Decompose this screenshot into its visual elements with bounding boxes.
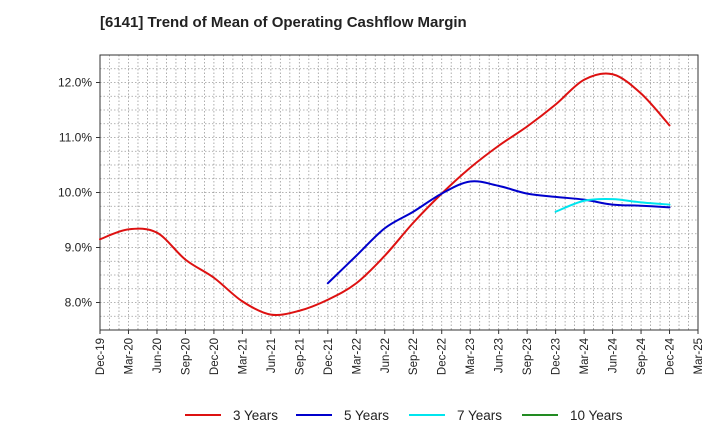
series-line-7-years — [554, 197, 671, 213]
chart-plot: 8.0% 9.0% 10.0% 11.0% 12.0% Dec-19 Mar-20 Jun-… — [58, 54, 705, 375]
legend-item-5-years: 5 Years — [296, 404, 389, 426]
series-line-3-years — [99, 72, 671, 317]
legend-swatch — [185, 414, 221, 416]
x-tick-label: Jun-23 — [494, 338, 506, 373]
y-tick-label: 11.0% — [59, 131, 92, 145]
legend-label: 10 Years — [570, 407, 623, 423]
y-axis-ticks: 8.0% 9.0% 10.0% 11.0% 12.0% — [58, 76, 100, 310]
legend-swatch — [409, 414, 445, 416]
x-tick-label: Jun-20 — [152, 338, 164, 373]
y-tick-label: 9.0% — [65, 241, 93, 255]
x-tick-label: Sep-24 — [636, 337, 648, 375]
x-tick-label: Jun-24 — [608, 337, 620, 373]
legend-swatch — [522, 414, 558, 416]
x-tick-label: Dec-19 — [95, 338, 107, 375]
chart-title: [6141] Trend of Mean of Operating Cashfl… — [100, 14, 467, 31]
x-tick-label: Mar-20 — [123, 338, 135, 374]
x-tick-label: Mar-24 — [579, 337, 591, 374]
legend-label: 3 Years — [233, 407, 279, 423]
x-tick-label: Jun-21 — [266, 338, 278, 373]
legend-item-7-years: 7 Years — [409, 404, 502, 426]
x-tick-label: Dec-24 — [665, 337, 677, 375]
x-tick-label: Dec-21 — [323, 338, 335, 375]
grid-layer — [99, 54, 699, 331]
series-line-5-years — [326, 180, 671, 285]
x-tick-label: Sep-21 — [294, 338, 306, 375]
x-tick-label: Mar-21 — [237, 338, 249, 374]
y-tick-label: 12.0% — [58, 76, 92, 90]
y-tick-label: 8.0% — [65, 296, 93, 310]
x-tick-label: Mar-22 — [351, 338, 363, 374]
x-tick-label: Dec-20 — [209, 338, 221, 375]
legend-label: 7 Years — [457, 407, 503, 423]
x-tick-label: Sep-22 — [408, 338, 420, 375]
x-tick-label: Jun-22 — [380, 338, 392, 373]
x-tick-label: Sep-20 — [180, 338, 192, 375]
y-tick-label: 10.0% — [58, 186, 92, 200]
legend-item-3-years: 3 Years — [185, 404, 278, 426]
legend-item-10-years: 10 Years — [522, 404, 623, 426]
legend-swatch — [296, 414, 332, 416]
legend: 3 Years 5 Years 7 Years 10 Years — [0, 404, 720, 426]
x-tick-label: Mar-25 — [693, 338, 705, 374]
series-layer — [99, 72, 671, 317]
x-tick-label: Dec-22 — [437, 338, 449, 375]
x-tick-label: Dec-23 — [551, 338, 563, 375]
legend-label: 5 Years — [344, 407, 390, 423]
x-tick-label: Sep-23 — [522, 338, 534, 375]
x-axis-ticks: Dec-19 Mar-20 Jun-20 Sep-20 Dec-20 Mar-21 Jun-… — [95, 330, 705, 375]
x-tick-label: Mar-23 — [465, 338, 477, 374]
